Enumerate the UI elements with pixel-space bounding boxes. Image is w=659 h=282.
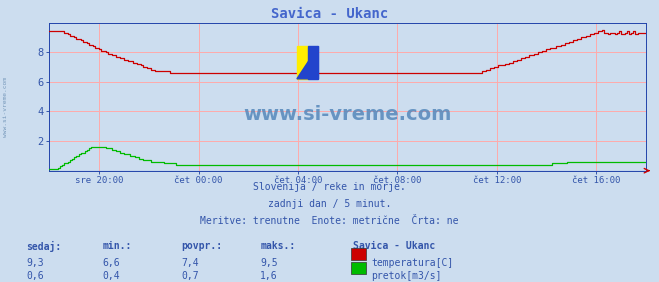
- Text: 0,4: 0,4: [102, 271, 120, 281]
- Text: temperatura[C]: temperatura[C]: [371, 258, 453, 268]
- Text: sedaj:: sedaj:: [26, 241, 61, 252]
- Text: 9,3: 9,3: [26, 258, 44, 268]
- Text: povpr.:: povpr.:: [181, 241, 222, 251]
- Bar: [308, 46, 318, 79]
- Text: pretok[m3/s]: pretok[m3/s]: [371, 271, 442, 281]
- Text: 1,6: 1,6: [260, 271, 278, 281]
- Text: 7,4: 7,4: [181, 258, 199, 268]
- Text: Savica - Ukanc: Savica - Ukanc: [353, 241, 435, 251]
- Text: www.si-vreme.com: www.si-vreme.com: [243, 105, 452, 124]
- Text: 6,6: 6,6: [102, 258, 120, 268]
- Text: Savica - Ukanc: Savica - Ukanc: [271, 7, 388, 21]
- Bar: [297, 46, 308, 79]
- Text: 0,6: 0,6: [26, 271, 44, 281]
- Text: Meritve: trenutne  Enote: metrične  Črta: ne: Meritve: trenutne Enote: metrične Črta: …: [200, 216, 459, 226]
- Text: Slovenija / reke in morje.: Slovenija / reke in morje.: [253, 182, 406, 192]
- Polygon shape: [297, 46, 318, 79]
- Text: 0,7: 0,7: [181, 271, 199, 281]
- Text: 9,5: 9,5: [260, 258, 278, 268]
- Text: zadnji dan / 5 minut.: zadnji dan / 5 minut.: [268, 199, 391, 209]
- Text: min.:: min.:: [102, 241, 132, 251]
- Text: maks.:: maks.:: [260, 241, 295, 251]
- Text: www.si-vreme.com: www.si-vreme.com: [3, 77, 8, 137]
